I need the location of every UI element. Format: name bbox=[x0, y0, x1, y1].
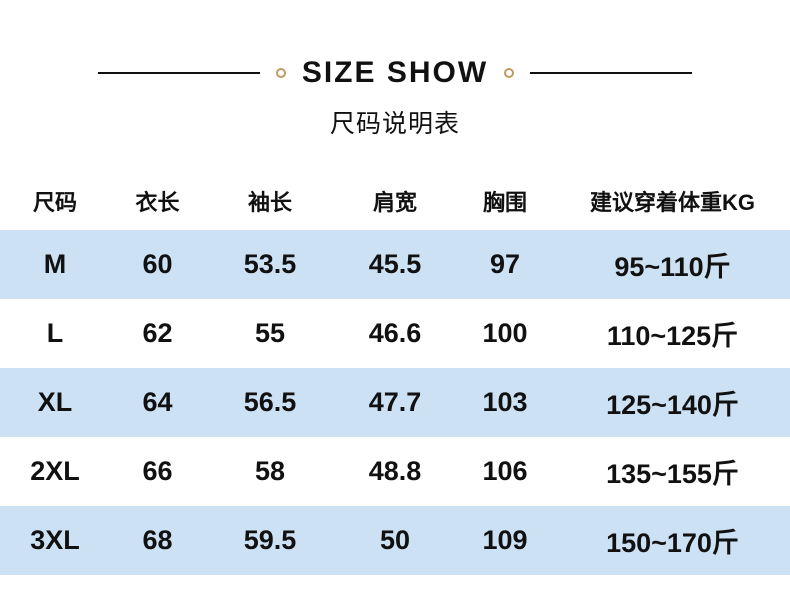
table-cell: 135~155斤 bbox=[606, 459, 739, 489]
table-cell: 106 bbox=[482, 456, 528, 486]
size-table: 尺码 衣长 袖长 肩宽 胸围 建议穿着体重KG M 60 53.5 45.5 9… bbox=[0, 172, 790, 575]
table-cell: 68 bbox=[142, 525, 173, 555]
table-cell: 100 bbox=[482, 318, 528, 348]
table-row-m: M 60 53.5 45.5 97 95~110斤 bbox=[0, 230, 790, 299]
table-cell: 97 bbox=[489, 249, 521, 279]
table-cell: 62 bbox=[142, 318, 173, 348]
table-row-3xl: 3XL 68 59.5 50 109 150~170斤 bbox=[0, 506, 790, 575]
table-row-xl: XL 64 56.5 47.7 103 125~140斤 bbox=[0, 368, 790, 437]
table-cell: M bbox=[43, 249, 67, 279]
table-cell: 50 bbox=[379, 525, 411, 555]
table-header-row: 尺码 衣长 袖长 肩宽 胸围 建议穿着体重KG bbox=[0, 172, 790, 230]
table-cell: 2XL bbox=[30, 456, 80, 486]
column-header-shoulder: 肩宽 bbox=[372, 190, 417, 215]
title-line-left bbox=[97, 72, 260, 74]
column-header-chest: 胸围 bbox=[482, 190, 527, 215]
table-row-2xl: 2XL 66 58 48.8 106 135~155斤 bbox=[0, 437, 790, 506]
table-cell: 95~110斤 bbox=[614, 252, 731, 282]
table-cell: 150~170斤 bbox=[606, 528, 739, 558]
page-subtitle: 尺码说明表 bbox=[329, 110, 460, 138]
table-cell: 46.6 bbox=[368, 318, 422, 348]
table-cell: 103 bbox=[482, 387, 528, 417]
column-header-size: 尺码 bbox=[32, 190, 77, 215]
table-cell: 109 bbox=[482, 525, 528, 555]
table-cell: 48.8 bbox=[368, 456, 422, 486]
table-cell: XL bbox=[37, 387, 73, 417]
column-header-weight: 建议穿着体重KG bbox=[589, 190, 755, 215]
table-cell: 55 bbox=[254, 318, 286, 348]
table-cell: 47.7 bbox=[368, 387, 422, 417]
table-cell: 64 bbox=[142, 387, 173, 417]
table-cell: L bbox=[46, 318, 64, 348]
column-header-sleeve: 袖长 bbox=[247, 190, 292, 215]
column-header-length: 衣长 bbox=[135, 190, 180, 215]
table-cell: 45.5 bbox=[368, 249, 422, 279]
table-cell: 59.5 bbox=[243, 525, 297, 555]
ring-icon-left bbox=[275, 68, 286, 78]
table-cell: 56.5 bbox=[243, 387, 297, 417]
table-cell: 125~140斤 bbox=[606, 390, 739, 420]
table-cell: 53.5 bbox=[243, 249, 297, 279]
section-title: SIZE SHOW bbox=[0, 0, 790, 90]
table-cell: 60 bbox=[142, 249, 173, 279]
table-cell: 58 bbox=[254, 456, 286, 486]
table-cell: 3XL bbox=[30, 525, 80, 555]
table-cell: 110~125斤 bbox=[606, 321, 739, 351]
table-row-l: L 62 55 46.6 100 110~125斤 bbox=[0, 299, 790, 368]
ring-icon-right bbox=[504, 68, 515, 78]
page-title: SIZE SHOW bbox=[301, 56, 489, 89]
table-cell: 66 bbox=[142, 456, 173, 486]
title-line-right bbox=[530, 72, 693, 74]
